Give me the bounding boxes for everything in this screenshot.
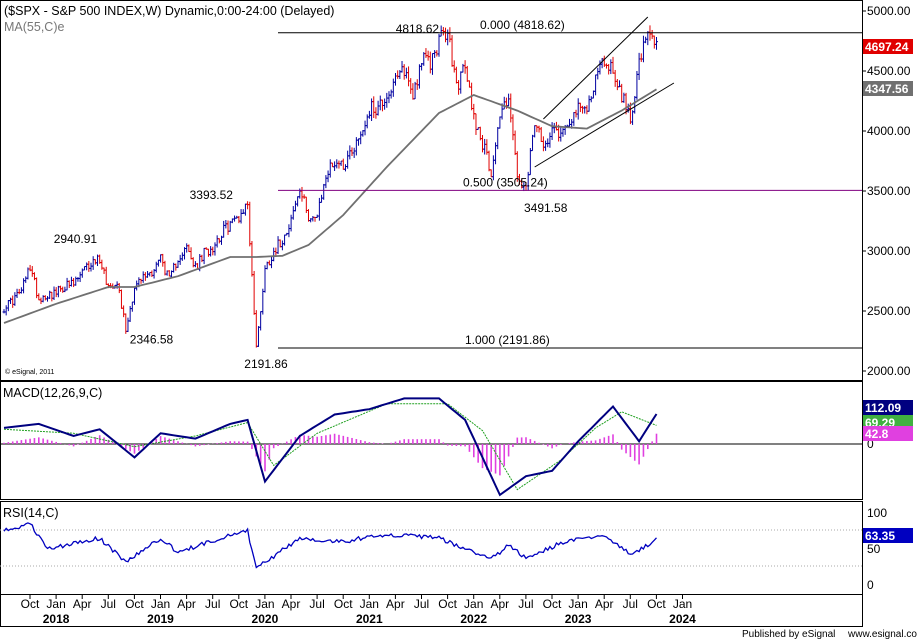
x-tick-label: Apr (282, 597, 301, 611)
x-tick-label: Oct (21, 597, 40, 611)
rsi-tick-label: 100 (867, 506, 887, 520)
fib-label-0: 0.000 (4818.62) (480, 18, 565, 32)
x-tick-label: Apr (490, 597, 509, 611)
rsi-layer (3, 522, 657, 569)
y-tick-label: 2000.00 (867, 364, 911, 378)
price-annotation: 4818.62 (396, 22, 440, 36)
last-macd-tag-bg (863, 400, 913, 415)
time-axis-panel (0, 594, 863, 627)
chart-title: ($SPX - S&P 500 INDEX,W) Dynamic,0:00-24… (4, 4, 334, 18)
last-rsi-tag: 63.35 (865, 529, 895, 543)
x-tick-label: Jul (205, 597, 220, 611)
x-tick-label: Apr (177, 597, 196, 611)
x-tick-label: Jan (673, 597, 692, 611)
x-tick-label: Jan (464, 597, 483, 611)
copyright-text: © eSignal, 2011 (5, 368, 55, 376)
last-rsi-tag-bg (863, 528, 913, 543)
y-tick-label: 2500.00 (867, 304, 911, 318)
last-macd-tag: 112.09 (865, 401, 901, 415)
x-tick-label: Apr (595, 597, 614, 611)
x-tick-label: Jan (360, 597, 379, 611)
x-tick-label: Jul (414, 597, 429, 611)
last-price-tag: 4697.24 (865, 40, 909, 54)
macd-panel (0, 381, 863, 500)
last-ma-tag-bg (863, 81, 913, 96)
x-tick-label: Oct (438, 597, 457, 611)
macd-title: MACD(12,26,9,C) (3, 386, 102, 400)
x-tick-label: Oct (334, 597, 353, 611)
year-label: 2024 (669, 612, 696, 626)
x-tick-label: Apr (386, 597, 405, 611)
x-tick-label: Jan (46, 597, 65, 611)
last-histogram-tag: 42.8 (865, 427, 889, 441)
rsi-panel (0, 501, 863, 595)
rsi-tick-label: 50 (867, 542, 881, 556)
price-annotation: 3491.58 (524, 201, 568, 215)
rsi-tick-label: 0 (867, 578, 874, 592)
last-histogram-tag-bg (863, 426, 913, 441)
x-tick-label: Jan (151, 597, 170, 611)
footer-publisher: Published by eSignal (742, 629, 835, 640)
trendline-1 (534, 82, 675, 168)
year-label: 2019 (147, 612, 174, 626)
x-tick-label: Jul (309, 597, 324, 611)
x-tick-label: Jan (568, 597, 587, 611)
fib-label-1: 0.500 (3505.24) (463, 175, 548, 189)
x-tick-label: Jul (101, 597, 116, 611)
y-tick-label: 3000.00 (867, 244, 911, 258)
last-ma-tag: 4347.56 (865, 82, 909, 96)
year-label: 2022 (460, 612, 487, 626)
moving-average-line (3, 88, 657, 324)
year-label: 2021 (356, 612, 383, 626)
macd-line (3, 397, 658, 497)
rsi-line (3, 522, 657, 569)
price-annotation: 2191.86 (244, 357, 288, 371)
price-annotation: 2346.58 (130, 332, 174, 346)
trendline-0 (543, 16, 649, 120)
x-tick-label: Jul (518, 597, 533, 611)
x-tick-label: Jul (623, 597, 638, 611)
macd-layer (3, 397, 658, 497)
x-tick-label: Oct (125, 597, 144, 611)
macd-tick-label: 0 (867, 437, 874, 451)
fib-label-2: 1.000 (2191.86) (465, 333, 550, 347)
year-label: 2023 (565, 612, 592, 626)
year-label: 2020 (252, 612, 279, 626)
rsi-title: RSI(14,C) (3, 506, 59, 520)
year-label: 2018 (43, 612, 70, 626)
y-tick-label: 3500.00 (867, 184, 911, 198)
price-annotation: 2940.91 (54, 232, 98, 246)
x-tick-label: Oct (543, 597, 562, 611)
last-price-tag-bg (863, 39, 913, 54)
macd-signal-line (3, 403, 657, 491)
x-tick-label: Apr (73, 597, 92, 611)
x-tick-label: Oct (229, 597, 248, 611)
price-layer: 0.000 (4818.62) 0.500 (3505.24) 1.000 (219… (2, 16, 862, 371)
price-annotation: 3393.52 (190, 188, 234, 202)
y-tick-label: 5000.00 (867, 4, 911, 18)
x-tick-label: Jan (255, 597, 274, 611)
y-tick-label: 4000.00 (867, 124, 911, 138)
ma-label: MA(55,C)e (4, 20, 64, 34)
y-tick-label: 4500.00 (867, 64, 911, 78)
axis-layer: 5000.00 4500.00 4000.00 3500.00 3000.00 2500.… (21, 4, 913, 626)
x-tick-label: Oct (647, 597, 666, 611)
footer-website: www.esignal.com (847, 629, 917, 640)
